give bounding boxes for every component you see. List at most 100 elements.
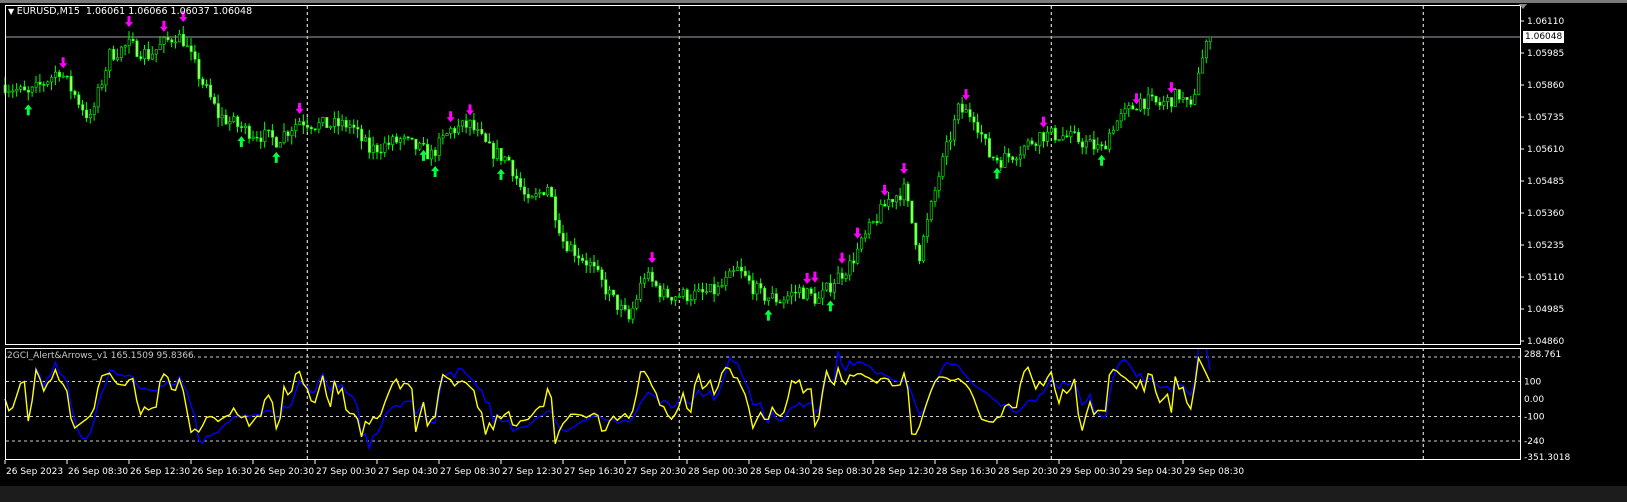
candle-body [1150, 94, 1154, 97]
candle-body [720, 285, 724, 287]
candle-body [751, 280, 755, 295]
indicator-label: 2GCI_Alert&Arrows_v1 165.1509 95.8366 [7, 351, 194, 361]
candle-body [209, 84, 213, 98]
time-label: 26 Sep 12:30 [130, 467, 190, 477]
down-arrow-icon [962, 89, 970, 101]
candle-body [1173, 89, 1177, 107]
down-arrow-icon [880, 184, 889, 196]
candle-body [875, 221, 879, 224]
candle-body [953, 119, 957, 141]
candle-body [1018, 154, 1022, 160]
price-tick-label: 1.06110 [1527, 17, 1564, 27]
candle-body [150, 53, 154, 60]
candle-body [34, 81, 38, 88]
candle-body [980, 132, 984, 135]
down-arrow-icon [1039, 116, 1048, 128]
candle-body [906, 183, 910, 202]
candle-body [1057, 139, 1061, 141]
candle-body [553, 196, 557, 221]
price-tick-label: 1.05235 [1527, 241, 1564, 251]
candle-body [1170, 97, 1174, 107]
candle-body [81, 104, 85, 111]
candle-body [127, 38, 131, 46]
candle-body [406, 136, 410, 139]
cci-fast-line [4, 355, 1211, 444]
candle-body [402, 136, 406, 139]
time-label: 27 Sep 12:30 [502, 467, 562, 477]
candle-body [422, 142, 426, 145]
candle-body [747, 275, 751, 281]
price-tick-label: 1.05485 [1527, 177, 1564, 187]
candle-body [46, 81, 50, 85]
candle-body [542, 192, 546, 196]
candle-body [1104, 145, 1108, 150]
candle-body [565, 241, 569, 252]
candle-body [174, 41, 178, 44]
candle-body [697, 288, 701, 292]
candle-body [821, 289, 825, 299]
candle-body [1185, 97, 1189, 100]
candle-body [519, 178, 523, 188]
main-chart-frame [5, 5, 1521, 345]
candle-body [666, 288, 670, 298]
time-label: 27 Sep 00:30 [316, 467, 376, 477]
candle-body [426, 144, 430, 160]
time-label: 29 Sep 04:30 [1122, 467, 1182, 477]
candle-body [356, 127, 360, 130]
candle-body [220, 114, 224, 119]
candle-body [987, 138, 991, 158]
down-arrow-icon [59, 57, 68, 69]
down-arrow-icon [803, 272, 812, 284]
candle-body [984, 133, 988, 139]
time-label: 28 Sep 08:30 [812, 467, 872, 477]
candle-body [798, 287, 802, 293]
triangle-down-icon[interactable]: ▼ [8, 7, 17, 16]
candle-body [956, 103, 960, 121]
candle-body [383, 142, 387, 153]
candle-body [1022, 145, 1026, 156]
candle-body [1088, 139, 1092, 142]
candle-body [170, 39, 174, 43]
candle-body [329, 125, 333, 129]
candle-body [336, 118, 340, 127]
candle-body [612, 289, 616, 296]
candle-body [433, 149, 437, 156]
up-arrow-icon [24, 104, 33, 116]
down-arrow-icon [125, 16, 133, 28]
candle-body [759, 283, 763, 289]
candle-body [305, 124, 309, 128]
candle-body [271, 130, 275, 138]
price-tick-label: 1.04985 [1527, 305, 1564, 315]
down-arrow-icon [159, 20, 168, 32]
candle-body [1135, 108, 1139, 111]
candle-body [592, 261, 596, 267]
candle-body [135, 40, 139, 57]
candle-body [495, 148, 499, 159]
up-arrow-icon [431, 166, 440, 178]
candle-body [1189, 99, 1193, 105]
candle-body [968, 109, 972, 118]
candle-body [1146, 94, 1150, 109]
candle-body [457, 125, 461, 134]
candle-body [162, 37, 166, 45]
candle-body [1154, 95, 1158, 103]
candle-body [681, 289, 685, 297]
cci-slow-line [4, 347, 1211, 451]
candle-body [534, 193, 538, 197]
time-label: 29 Sep 08:30 [1184, 467, 1244, 477]
candle-body [604, 279, 608, 295]
candle-body [755, 283, 759, 295]
time-label: 28 Sep 04:30 [750, 467, 810, 477]
candle-body [840, 272, 844, 279]
candle-body [154, 49, 158, 55]
candle-body [367, 137, 371, 153]
candle-body [1166, 97, 1170, 102]
candle-body [790, 291, 794, 297]
candle-body [662, 288, 666, 298]
chart-shift-marker[interactable] [1519, 4, 1527, 9]
candle-body [894, 195, 898, 203]
candle-body [999, 160, 1003, 168]
candle-body [1061, 135, 1065, 140]
candle-body [321, 117, 325, 123]
